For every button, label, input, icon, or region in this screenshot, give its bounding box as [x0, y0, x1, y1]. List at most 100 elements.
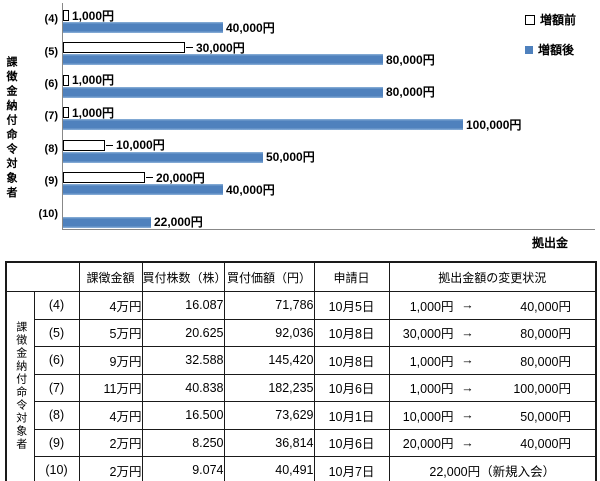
change-arrow: → — [461, 298, 474, 313]
after-bar-line: 80,000円 — [63, 85, 595, 100]
category-label: (6) — [44, 78, 58, 91]
change-before-value: 1,000円 — [409, 354, 454, 369]
before-bar-line: 1,000円 — [63, 10, 595, 22]
table-row: (5) 5万円 20.625 92,036 10月8日 30,000円 → 80,000円 — [6, 318, 597, 347]
change-arrow: → — [461, 380, 474, 395]
category-label: (5) — [44, 45, 58, 58]
header-cell-empty — [5, 261, 80, 292]
bar-group: 1,000円 100,000円 — [63, 100, 595, 132]
cell-change: 20,000円 → 40,000円 — [388, 428, 597, 457]
cell-shares: 40.838 — [141, 373, 225, 402]
before-bar-line: 30,000円 — [63, 42, 595, 54]
cell-date: 10月1日 — [313, 401, 390, 430]
cell-shares: 16.087 — [141, 291, 225, 320]
table-row: 課徴金納付命令対象者 (4) 4万円 16.087 71,786 10月5日 1,000円 →… — [5, 291, 597, 481]
bar-group: 22,000円 — [63, 198, 595, 230]
bar-value-label: 1,000円 — [71, 105, 115, 120]
cell-date: 10月8日 — [313, 346, 390, 375]
change-after-value: 40,000円 — [520, 437, 571, 452]
before-bar-line: 10,000円 — [63, 138, 595, 153]
before-bar-line: 1,000円 — [63, 73, 595, 88]
change-wrap: 1,000円 → 80,000円 — [390, 347, 595, 373]
cell-value: 73,629 — [223, 401, 315, 430]
cell-change: 1,000円 → 100,000円 — [388, 373, 597, 402]
table-row: (8) 4万円 16.500 73,629 10月1日 10,000円 → 50,000円 — [6, 401, 597, 430]
table-row: (6) 9万円 32.588 145,420 10月8日 1,000円 → 80,000円 — [6, 346, 597, 375]
cell-amount: 9万円 — [78, 346, 143, 375]
cell-change: 10,000円 → 50,000円 — [388, 401, 597, 430]
bar-value-label: 20,000円 — [156, 170, 205, 185]
header-cell-date: 申請日 — [313, 261, 390, 292]
change-wrap: 30,000円 → 80,000円 — [390, 320, 595, 346]
cell-change: 1,000円 → 40,000円 — [388, 291, 597, 320]
change-after-value: 80,000円 — [520, 354, 571, 369]
header-cell-amount: 課徴金額 — [78, 261, 143, 292]
header-cell-change: 拠出金額の変更状況 — [388, 261, 597, 292]
category-labels: (4) (5) (6) (7) (8) (9) (10) — [22, 3, 58, 230]
row-group-label-text: 課徴金納付命令対象者 — [14, 321, 27, 452]
change-arrow: → — [461, 325, 474, 340]
after-bar — [63, 184, 223, 196]
plot-area: 1,000円 40,000円 30,000円 80,000円 1,000円 80,000円… — [62, 3, 595, 230]
cell-shares: 8.250 — [141, 428, 225, 457]
after-bar — [63, 86, 383, 98]
header-cell-shares: 買付株数（株） — [141, 261, 225, 292]
cell-amount: 11万円 — [78, 373, 143, 402]
change-after-value: 40,000円 — [520, 299, 571, 314]
before-bar — [63, 172, 145, 184]
cell-no: (6) — [33, 346, 80, 375]
bar-value-label: 40,000円 — [226, 20, 275, 35]
table-row: (7) 11万円 40.838 182,235 10月6日 1,000円 → 100,000円 — [6, 373, 597, 402]
before-bar-line: 1,000円 — [63, 105, 595, 120]
cell-date: 10月6日 — [313, 428, 390, 457]
after-bar-line: 80,000円 — [63, 54, 595, 66]
cell-date: 10月7日 — [313, 456, 390, 481]
cell-date: 10月5日 — [313, 291, 390, 320]
bar-value-label: 10,000円 — [116, 138, 165, 153]
chart-x-axis-label: 拠出金 — [531, 236, 568, 250]
table-row: (9) 2万円 8.250 36,814 10月6日 20,000円 → 40,000円 — [6, 428, 597, 457]
cell-amount: 4万円 — [78, 291, 143, 320]
before-bar-line — [63, 205, 595, 216]
cell-change: 1,000円 → 80,000円 — [388, 346, 597, 375]
before-bar — [63, 74, 69, 86]
cell-value: 92,036 — [223, 318, 315, 347]
change-before-value: 20,000円 — [402, 437, 454, 452]
bar-value-label: 1,000円 — [71, 73, 115, 88]
cell-amount: 4万円 — [78, 401, 143, 430]
bar-value-label: 100,000円 — [466, 117, 522, 132]
category-label: (10) — [38, 207, 58, 220]
after-bar — [63, 22, 223, 33]
row-group-label: 課徴金納付命令対象者 — [5, 291, 35, 481]
legend-item-before: 増額前 — [524, 11, 576, 28]
bar-value-label: 80,000円 — [386, 85, 435, 100]
data-table: 課徴金額 買付株数（株） 買付価額（円） 申請日 拠出金額の変更状況 課徴金納付… — [5, 261, 597, 481]
cell-amount: 2万円 — [78, 456, 143, 481]
legend-label-after: 増額後 — [537, 43, 574, 57]
bar-group: 1,000円 40,000円 — [63, 3, 595, 35]
category-label: (9) — [44, 175, 58, 188]
cell-no: (8) — [33, 401, 80, 430]
after-bar — [63, 151, 263, 163]
bar-group: 20,000円 40,000円 — [63, 165, 595, 197]
change-arrow: → — [461, 353, 474, 368]
cell-shares: 16.500 — [141, 401, 225, 430]
cell-no: (5) — [33, 318, 80, 347]
before-bar — [63, 42, 185, 54]
cell-amount: 5万円 — [78, 318, 143, 347]
cell-no: (10) — [33, 456, 80, 481]
category-label: (7) — [44, 110, 58, 123]
before-bar-line: 20,000円 — [63, 170, 595, 185]
chart-y-axis-title: 課徴金納付命令対象者 — [5, 56, 17, 201]
after-bar-line: 22,000円 — [63, 215, 595, 230]
cell-shares: 32.588 — [141, 346, 225, 375]
bar-value-label: 22,000円 — [154, 215, 203, 230]
bar-value-label: 40,000円 — [226, 182, 275, 197]
change-before-value: 30,000円 — [402, 327, 454, 342]
after-bar — [63, 216, 151, 228]
change-after-value: 50,000円 — [520, 409, 571, 424]
cell-value: 40,491 — [223, 456, 315, 481]
change-before-value: 1,000円 — [409, 299, 454, 314]
cell-value: 71,786 — [223, 291, 315, 320]
legend-item-after: 増額後 — [524, 41, 576, 58]
